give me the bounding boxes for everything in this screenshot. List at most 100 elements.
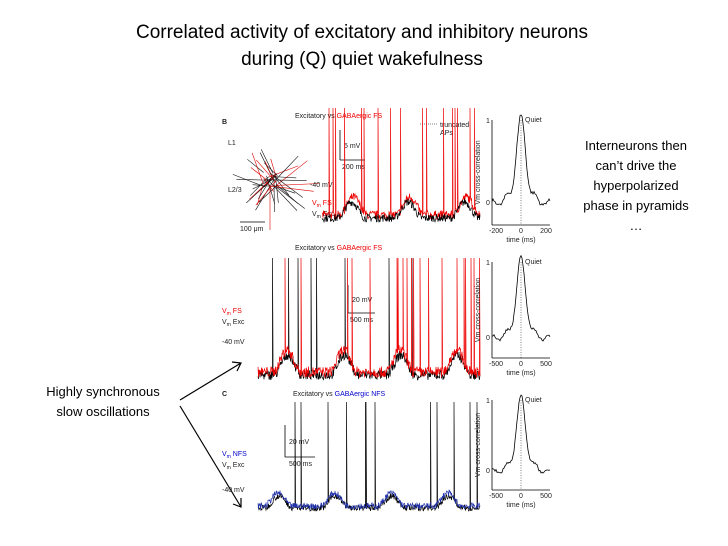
label: 200 bbox=[540, 228, 552, 235]
label: 0 bbox=[519, 361, 523, 368]
stroke bbox=[255, 180, 277, 206]
trace bbox=[257, 257, 481, 379]
legend-part: V bbox=[222, 462, 227, 469]
label: 200 ms bbox=[342, 164, 365, 171]
stroke bbox=[258, 185, 277, 203]
label: Vm cross-correlation bbox=[475, 140, 482, 204]
stroke bbox=[269, 181, 298, 211]
label: 1 bbox=[486, 260, 490, 267]
label: 1 bbox=[486, 118, 490, 125]
stroke bbox=[272, 186, 314, 192]
trace bbox=[257, 401, 481, 512]
legend-entry: Vm Exc bbox=[222, 462, 245, 471]
cc-curve bbox=[491, 254, 551, 342]
title-line: during (Q) quiet wakefulness bbox=[241, 49, 483, 70]
label: 20 mV bbox=[352, 297, 373, 304]
legend-part: V bbox=[222, 308, 227, 315]
label: time (ms) bbox=[506, 370, 535, 377]
panel-heading: Excitatory vs GABAergic NFS bbox=[293, 391, 386, 398]
label: -500 bbox=[489, 361, 503, 368]
heading-part: GABAergic FS bbox=[337, 245, 383, 252]
legend-part: m bbox=[317, 203, 321, 209]
heading-part: GABAergic FS bbox=[337, 113, 383, 120]
legend-part: V bbox=[312, 200, 317, 207]
legend-part: Exc bbox=[231, 462, 245, 469]
stroke bbox=[275, 178, 279, 203]
label: hyperpolarized bbox=[593, 178, 678, 193]
stroke bbox=[257, 186, 263, 206]
legend-entry: Vm FS bbox=[222, 308, 242, 317]
stroke bbox=[270, 158, 277, 179]
legend-part: FS bbox=[321, 200, 332, 207]
label: -40 mV bbox=[222, 487, 245, 494]
stroke bbox=[247, 159, 264, 173]
label: … bbox=[630, 218, 643, 233]
legend-entry: Vm NFS bbox=[222, 451, 247, 460]
legend-part: V bbox=[222, 319, 227, 326]
legend-part: m bbox=[227, 311, 231, 317]
label: 0 bbox=[486, 335, 490, 342]
cc-curve bbox=[491, 114, 551, 206]
stroke bbox=[264, 161, 274, 180]
label: time (ms) bbox=[506, 237, 535, 244]
stroke bbox=[275, 183, 320, 186]
legend-part: V bbox=[312, 211, 317, 218]
stroke bbox=[255, 180, 274, 211]
legend-entry: Vm FS bbox=[312, 200, 332, 209]
stroke bbox=[264, 173, 278, 184]
arrows bbox=[179, 361, 242, 508]
label: 20 mV bbox=[289, 439, 310, 446]
stroke bbox=[232, 174, 266, 188]
label: 5 mV bbox=[344, 143, 361, 150]
label: 1 bbox=[486, 398, 490, 405]
trace bbox=[321, 198, 481, 224]
label: Quiet bbox=[525, 259, 542, 266]
label: 0 bbox=[519, 493, 523, 500]
heading-part: Excitatory vs bbox=[293, 391, 335, 398]
heading-part: GABAergic NFS bbox=[335, 391, 386, 398]
label: -40 mV bbox=[310, 182, 333, 189]
label: slow oscillations bbox=[56, 404, 150, 419]
label: L1 bbox=[228, 140, 236, 147]
heading-part: Excitatory vs bbox=[295, 245, 337, 252]
label: can’t drive the bbox=[596, 158, 677, 173]
label: 0 bbox=[519, 228, 523, 235]
panel-heading: Excitatory vs GABAergic FS bbox=[295, 245, 382, 252]
label: -200 bbox=[489, 228, 503, 235]
label: APs bbox=[440, 130, 453, 137]
stroke bbox=[258, 177, 272, 199]
label: Interneurons then bbox=[585, 138, 687, 153]
stroke bbox=[263, 178, 274, 192]
stroke bbox=[274, 185, 305, 209]
label: 0 bbox=[486, 468, 490, 475]
legend-part: m bbox=[227, 465, 231, 471]
stroke bbox=[273, 176, 297, 179]
heading-part: Excitatory vs bbox=[295, 113, 337, 120]
stroke bbox=[250, 167, 268, 181]
label: 100 μm bbox=[240, 226, 264, 233]
label: 500 ms bbox=[350, 317, 373, 324]
label: L2/3 bbox=[228, 187, 242, 194]
title-line: Correlated activity of excitatory and in… bbox=[136, 22, 588, 43]
stroke bbox=[264, 179, 307, 181]
label: Quiet bbox=[525, 117, 542, 124]
label: -40 mV bbox=[222, 339, 245, 346]
label: 500 bbox=[540, 361, 552, 368]
stroke bbox=[246, 175, 276, 204]
label: time (ms) bbox=[506, 502, 535, 509]
legend-part: NFS bbox=[231, 451, 247, 458]
legend-part: FS bbox=[231, 308, 242, 315]
stroke bbox=[274, 177, 290, 196]
panel-heading: Excitatory vs GABAergic FS bbox=[295, 113, 382, 120]
label: C bbox=[222, 391, 227, 398]
legend-entry: Vm Exc bbox=[222, 319, 245, 328]
label: Highly synchronous bbox=[46, 384, 160, 399]
label: -500 bbox=[489, 493, 503, 500]
trace bbox=[257, 489, 481, 511]
label: Quiet bbox=[525, 397, 542, 404]
label: B bbox=[222, 119, 227, 126]
cc-curve bbox=[491, 394, 551, 474]
label: truncated bbox=[440, 122, 469, 129]
legend-part: m bbox=[227, 454, 231, 460]
